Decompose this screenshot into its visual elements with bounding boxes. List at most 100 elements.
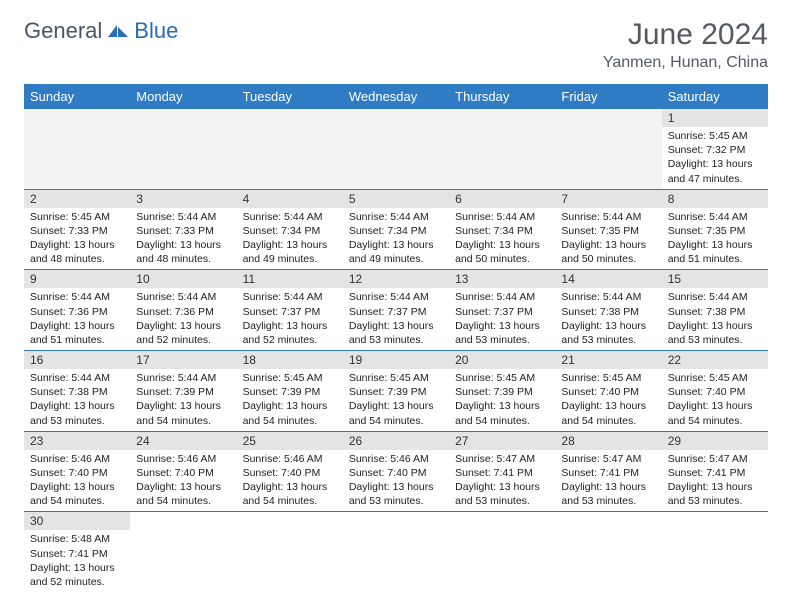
day-details: Sunrise: 5:44 AMSunset: 7:34 PMDaylight:…	[449, 208, 555, 270]
calendar-cell: 6Sunrise: 5:44 AMSunset: 7:34 PMDaylight…	[449, 189, 555, 270]
day-details: Sunrise: 5:44 AMSunset: 7:37 PMDaylight:…	[237, 288, 343, 350]
day-number: 20	[449, 351, 555, 369]
calendar-cell: 23Sunrise: 5:46 AMSunset: 7:40 PMDayligh…	[24, 431, 130, 512]
calendar-cell: 11Sunrise: 5:44 AMSunset: 7:37 PMDayligh…	[237, 270, 343, 351]
calendar-cell: 21Sunrise: 5:45 AMSunset: 7:40 PMDayligh…	[555, 351, 661, 432]
calendar-cell	[555, 512, 661, 592]
calendar-cell	[449, 512, 555, 592]
day-header: Sunday	[24, 84, 130, 109]
sail-icon	[106, 24, 130, 38]
brand-logo: General Blue	[24, 18, 178, 44]
calendar-cell: 14Sunrise: 5:44 AMSunset: 7:38 PMDayligh…	[555, 270, 661, 351]
day-number: 25	[237, 432, 343, 450]
day-header-row: Sunday Monday Tuesday Wednesday Thursday…	[24, 84, 768, 109]
header: General Blue June 2024 Yanmen, Hunan, Ch…	[24, 18, 768, 72]
day-number: 5	[343, 190, 449, 208]
page-title: June 2024	[603, 18, 768, 52]
day-details: Sunrise: 5:44 AMSunset: 7:33 PMDaylight:…	[130, 208, 236, 270]
calendar-cell: 4Sunrise: 5:44 AMSunset: 7:34 PMDaylight…	[237, 189, 343, 270]
calendar-cell: 5Sunrise: 5:44 AMSunset: 7:34 PMDaylight…	[343, 189, 449, 270]
calendar-cell: 28Sunrise: 5:47 AMSunset: 7:41 PMDayligh…	[555, 431, 661, 512]
day-header: Tuesday	[237, 84, 343, 109]
calendar-cell: 7Sunrise: 5:44 AMSunset: 7:35 PMDaylight…	[555, 189, 661, 270]
day-details: Sunrise: 5:44 AMSunset: 7:39 PMDaylight:…	[130, 369, 236, 431]
day-details: Sunrise: 5:45 AMSunset: 7:33 PMDaylight:…	[24, 208, 130, 270]
calendar-cell	[555, 109, 661, 189]
day-details: Sunrise: 5:47 AMSunset: 7:41 PMDaylight:…	[555, 450, 661, 512]
calendar-cell: 13Sunrise: 5:44 AMSunset: 7:37 PMDayligh…	[449, 270, 555, 351]
day-number: 28	[555, 432, 661, 450]
calendar-cell	[237, 512, 343, 592]
day-number: 16	[24, 351, 130, 369]
day-number: 29	[662, 432, 768, 450]
day-details: Sunrise: 5:47 AMSunset: 7:41 PMDaylight:…	[449, 450, 555, 512]
calendar-cell: 15Sunrise: 5:44 AMSunset: 7:38 PMDayligh…	[662, 270, 768, 351]
day-number: 22	[662, 351, 768, 369]
calendar-cell: 8Sunrise: 5:44 AMSunset: 7:35 PMDaylight…	[662, 189, 768, 270]
day-details: Sunrise: 5:44 AMSunset: 7:34 PMDaylight:…	[237, 208, 343, 270]
day-number: 23	[24, 432, 130, 450]
calendar-week-row: 9Sunrise: 5:44 AMSunset: 7:36 PMDaylight…	[24, 270, 768, 351]
calendar-cell: 1Sunrise: 5:45 AMSunset: 7:32 PMDaylight…	[662, 109, 768, 189]
day-number: 13	[449, 270, 555, 288]
day-details: Sunrise: 5:46 AMSunset: 7:40 PMDaylight:…	[130, 450, 236, 512]
calendar-cell	[662, 512, 768, 592]
calendar-week-row: 30Sunrise: 5:48 AMSunset: 7:41 PMDayligh…	[24, 512, 768, 592]
day-details: Sunrise: 5:46 AMSunset: 7:40 PMDaylight:…	[343, 450, 449, 512]
day-header: Saturday	[662, 84, 768, 109]
day-number: 14	[555, 270, 661, 288]
day-number: 19	[343, 351, 449, 369]
day-number: 2	[24, 190, 130, 208]
calendar-cell: 9Sunrise: 5:44 AMSunset: 7:36 PMDaylight…	[24, 270, 130, 351]
day-number: 3	[130, 190, 236, 208]
day-number: 15	[662, 270, 768, 288]
calendar-cell	[130, 109, 236, 189]
calendar-week-row: 1Sunrise: 5:45 AMSunset: 7:32 PMDaylight…	[24, 109, 768, 189]
calendar-cell	[449, 109, 555, 189]
day-details: Sunrise: 5:46 AMSunset: 7:40 PMDaylight:…	[24, 450, 130, 512]
day-header: Monday	[130, 84, 236, 109]
day-details: Sunrise: 5:44 AMSunset: 7:34 PMDaylight:…	[343, 208, 449, 270]
calendar-cell: 18Sunrise: 5:45 AMSunset: 7:39 PMDayligh…	[237, 351, 343, 432]
calendar-week-row: 2Sunrise: 5:45 AMSunset: 7:33 PMDaylight…	[24, 189, 768, 270]
day-details: Sunrise: 5:44 AMSunset: 7:35 PMDaylight:…	[662, 208, 768, 270]
calendar-cell	[24, 109, 130, 189]
calendar-week-row: 23Sunrise: 5:46 AMSunset: 7:40 PMDayligh…	[24, 431, 768, 512]
calendar-cell: 16Sunrise: 5:44 AMSunset: 7:38 PMDayligh…	[24, 351, 130, 432]
day-number: 26	[343, 432, 449, 450]
calendar-cell: 29Sunrise: 5:47 AMSunset: 7:41 PMDayligh…	[662, 431, 768, 512]
day-header: Thursday	[449, 84, 555, 109]
calendar-table: Sunday Monday Tuesday Wednesday Thursday…	[24, 84, 768, 592]
calendar-cell	[237, 109, 343, 189]
calendar-cell: 19Sunrise: 5:45 AMSunset: 7:39 PMDayligh…	[343, 351, 449, 432]
brand-text-1: General	[24, 18, 102, 44]
day-details: Sunrise: 5:44 AMSunset: 7:36 PMDaylight:…	[24, 288, 130, 350]
day-number: 6	[449, 190, 555, 208]
day-number: 27	[449, 432, 555, 450]
day-number: 9	[24, 270, 130, 288]
day-details: Sunrise: 5:45 AMSunset: 7:32 PMDaylight:…	[662, 127, 768, 189]
calendar-cell: 2Sunrise: 5:45 AMSunset: 7:33 PMDaylight…	[24, 189, 130, 270]
day-number: 24	[130, 432, 236, 450]
day-details: Sunrise: 5:44 AMSunset: 7:35 PMDaylight:…	[555, 208, 661, 270]
day-details: Sunrise: 5:44 AMSunset: 7:38 PMDaylight:…	[662, 288, 768, 350]
day-number: 12	[343, 270, 449, 288]
day-number: 7	[555, 190, 661, 208]
calendar-cell: 26Sunrise: 5:46 AMSunset: 7:40 PMDayligh…	[343, 431, 449, 512]
calendar-cell: 10Sunrise: 5:44 AMSunset: 7:36 PMDayligh…	[130, 270, 236, 351]
day-details: Sunrise: 5:44 AMSunset: 7:38 PMDaylight:…	[555, 288, 661, 350]
calendar-cell	[343, 109, 449, 189]
calendar-cell	[130, 512, 236, 592]
calendar-cell: 17Sunrise: 5:44 AMSunset: 7:39 PMDayligh…	[130, 351, 236, 432]
calendar-cell: 27Sunrise: 5:47 AMSunset: 7:41 PMDayligh…	[449, 431, 555, 512]
day-details: Sunrise: 5:45 AMSunset: 7:40 PMDaylight:…	[662, 369, 768, 431]
day-number: 8	[662, 190, 768, 208]
calendar-cell: 24Sunrise: 5:46 AMSunset: 7:40 PMDayligh…	[130, 431, 236, 512]
calendar-cell: 25Sunrise: 5:46 AMSunset: 7:40 PMDayligh…	[237, 431, 343, 512]
title-block: June 2024 Yanmen, Hunan, China	[603, 18, 768, 72]
calendar-cell: 12Sunrise: 5:44 AMSunset: 7:37 PMDayligh…	[343, 270, 449, 351]
day-header: Wednesday	[343, 84, 449, 109]
calendar-cell: 22Sunrise: 5:45 AMSunset: 7:40 PMDayligh…	[662, 351, 768, 432]
calendar-cell: 20Sunrise: 5:45 AMSunset: 7:39 PMDayligh…	[449, 351, 555, 432]
calendar-cell	[343, 512, 449, 592]
